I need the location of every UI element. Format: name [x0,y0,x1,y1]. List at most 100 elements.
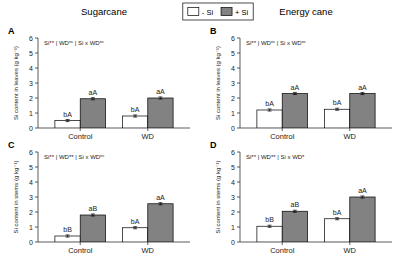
panel-label: B [210,26,217,36]
letter-label: bA [333,99,342,106]
error-cap [360,198,364,199]
bar [55,121,80,129]
bar-labels: bAbAaAaA [63,88,165,118]
bars [55,203,173,242]
y-tick [35,128,38,129]
y-tick-label: 5 [231,50,235,57]
x-tick-label: WD [142,132,155,141]
y-tick [35,83,38,84]
letter-label: bA [265,100,274,107]
y-tick [35,68,38,69]
error-bar [91,214,95,216]
x-tick [282,128,283,131]
panel: 0123456Si content in leaves (g kg⁻¹)Cont… [210,26,392,141]
y-tick-label: 1 [231,224,235,231]
y-tick [35,197,38,198]
error-bar [91,98,95,100]
error-bar [158,203,162,205]
panel: 0123456Si content in stems (g kg⁻¹)Contr… [210,140,392,255]
bar [282,211,307,242]
y-tick-label: 4 [231,179,235,186]
y-tick [35,212,38,213]
x-tick-label: WD [344,132,357,141]
y-tick [237,182,240,183]
y-tick-label: 5 [231,164,235,171]
bar [282,94,307,129]
y-tick-label: 3 [231,194,235,201]
y-axis-label: Si content in stems (g kg⁻¹) [13,161,19,234]
letter-label: aA [291,84,300,91]
y-tick-label: 5 [29,50,33,57]
bar [80,99,105,128]
letter-label: bA [131,218,140,225]
error-cap [293,212,297,213]
bar [257,226,282,242]
bar [80,215,105,242]
y-tick [35,113,38,114]
y-tick [237,113,240,114]
error-bar [133,115,137,117]
annotation: Si** | WDⁿˢ | Si x WDⁿˢ [44,40,104,46]
y-tick-label: 4 [231,65,235,72]
x-tick [282,242,283,245]
panel-label: D [210,140,217,150]
y-tick [237,38,240,39]
error-cap [335,219,339,220]
error-bar [133,227,137,229]
bar-labels: bBbAaBaA [63,194,165,233]
error-cap [66,119,70,120]
y-axis-label: Si content in leaves (g kg⁻¹) [215,46,221,120]
y-tick [35,167,38,168]
letter-label: aB [291,201,300,208]
y-tick-label: 3 [29,194,33,201]
y-tick-label: 0 [231,239,235,246]
annotation: Si** | WD** | Si x WD* [246,154,305,160]
letter-label: aA [156,88,165,95]
error-cap [158,204,162,205]
y-tick [237,227,240,228]
x-tick [349,128,350,131]
error-bar [268,109,272,111]
bar [350,94,375,129]
y-tick [237,83,240,84]
bar-labels: bAbAaAaA [265,84,367,108]
panel: 0123456Si content in leaves (g kg⁻¹)Cont… [8,26,190,141]
figure: 0123456Si content in leaves (g kg⁻¹)Cont… [0,0,400,265]
legend-swatch [221,8,232,16]
annotation: Si** | WD** | Si x WDⁿˢ [44,154,104,160]
error-cap [66,234,70,235]
x-tick [80,128,81,131]
bar-labels: bBbAaBaA [265,187,367,223]
letter-label: bA [131,106,140,113]
y-tick-label: 1 [29,224,33,231]
error-cap [268,225,272,226]
error-bar [268,225,272,227]
y-tick-label: 0 [29,239,33,246]
error-cap [335,110,339,111]
bar [122,116,147,128]
y-tick [237,53,240,54]
x-tick-label: WD [142,246,155,255]
y-tick-label: 2 [231,209,235,216]
y-tick [35,227,38,228]
x-tick [349,242,350,245]
bar [350,197,375,242]
error-cap [66,237,70,238]
y-tick [237,212,240,213]
bar [324,219,349,242]
y-tick [237,98,240,99]
y-tick-label: 6 [29,35,33,42]
y-tick-label: 6 [231,35,235,42]
error-cap [158,96,162,97]
letter-label: aA [156,194,165,201]
bar [324,109,349,128]
error-cap [335,108,339,109]
y-tick-label: 3 [29,80,33,87]
y-tick [35,98,38,99]
y-tick [237,152,240,153]
error-bar [335,108,339,110]
legend: - Si+ Si [183,3,253,20]
y-tick-label: 1 [29,110,33,117]
y-tick [35,38,38,39]
error-cap [360,94,364,95]
